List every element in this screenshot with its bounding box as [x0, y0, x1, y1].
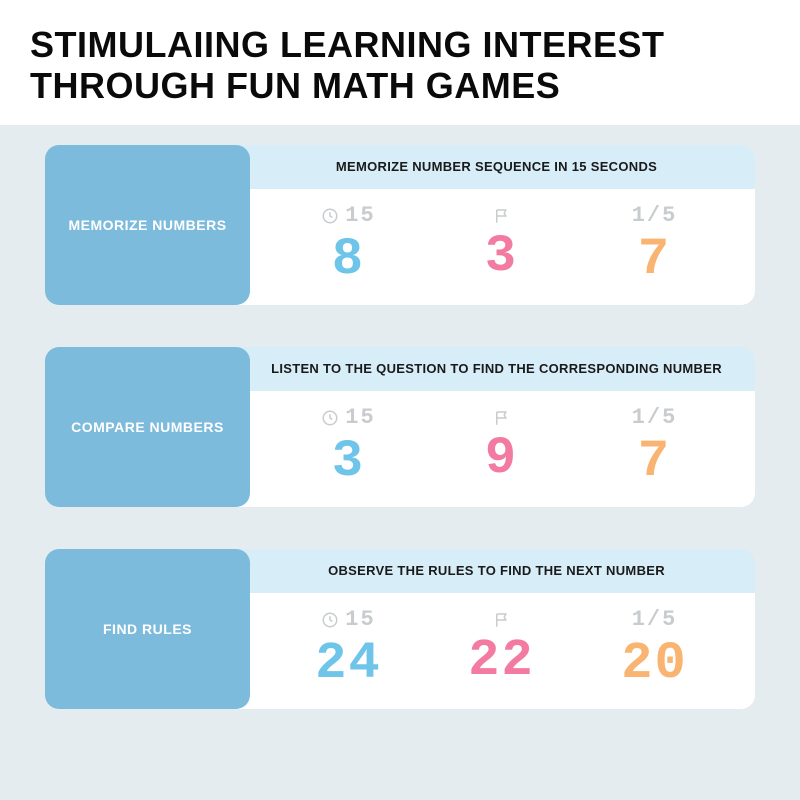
progress-value: 1/5 [632, 405, 678, 430]
stat-timer: 15 24 [304, 607, 394, 690]
number-display: 3 [332, 436, 365, 488]
number-display: 3 [485, 231, 518, 283]
number-display: 22 [468, 635, 534, 687]
number-display: 9 [485, 433, 518, 485]
number-display: 7 [638, 234, 671, 286]
timer-value: 15 [345, 607, 375, 632]
stat-flag: 3 [457, 207, 547, 283]
clock-icon [321, 611, 339, 629]
flag-icon [493, 207, 511, 225]
stat-flag: 22 [457, 611, 547, 687]
stat-progress: 1/5 7 [610, 203, 700, 286]
stat-timer: 15 3 [304, 405, 394, 488]
stat-progress: 1/5 7 [610, 405, 700, 488]
number-display: 20 [621, 638, 687, 690]
game-row-rules: FIND RULES OBSERVE THE RULES TO FIND THE… [45, 549, 755, 709]
panel-header: MEMORIZE NUMBER SEQUENCE IN 15 SECONDS [238, 145, 755, 189]
clock-icon [321, 207, 339, 225]
number-display: 8 [332, 234, 365, 286]
game-row-memorize: MEMORIZE NUMBERS MEMORIZE NUMBER SEQUENC… [45, 145, 755, 305]
games-container: MEMORIZE NUMBERS MEMORIZE NUMBER SEQUENC… [0, 125, 800, 709]
page-title: STIMULAIING LEARNING INTEREST THROUGH FU… [0, 0, 800, 125]
stat-progress: 1/5 20 [610, 607, 700, 690]
game-label: COMPARE NUMBERS [45, 347, 250, 507]
clock-icon [321, 409, 339, 427]
number-display: 7 [638, 436, 671, 488]
stat-flag: 9 [457, 409, 547, 485]
panel-header: LISTEN TO THE QUESTION TO FIND THE CORRE… [238, 347, 755, 391]
progress-value: 1/5 [632, 203, 678, 228]
timer-value: 15 [345, 405, 375, 430]
game-row-compare: COMPARE NUMBERS LISTEN TO THE QUESTION T… [45, 347, 755, 507]
panel-body: 15 3 9 1/5 7 [238, 391, 755, 507]
game-panel: OBSERVE THE RULES TO FIND THE NEXT NUMBE… [238, 549, 755, 709]
game-label: MEMORIZE NUMBERS [45, 145, 250, 305]
game-panel: LISTEN TO THE QUESTION TO FIND THE CORRE… [238, 347, 755, 507]
flag-icon [493, 611, 511, 629]
game-label: FIND RULES [45, 549, 250, 709]
number-display: 24 [315, 638, 381, 690]
timer-value: 15 [345, 203, 375, 228]
stat-timer: 15 8 [304, 203, 394, 286]
game-panel: MEMORIZE NUMBER SEQUENCE IN 15 SECONDS 1… [238, 145, 755, 305]
panel-header: OBSERVE THE RULES TO FIND THE NEXT NUMBE… [238, 549, 755, 593]
flag-icon [493, 409, 511, 427]
panel-body: 15 24 22 1/5 20 [238, 593, 755, 709]
panel-body: 15 8 3 1/5 7 [238, 189, 755, 305]
progress-value: 1/5 [632, 607, 678, 632]
